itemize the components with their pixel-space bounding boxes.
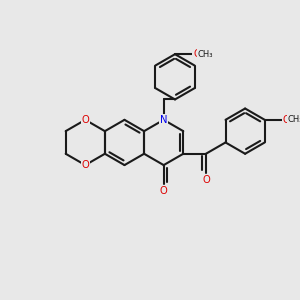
Text: CH₃: CH₃ — [198, 50, 213, 59]
Text: O: O — [202, 175, 210, 184]
Text: CH₃: CH₃ — [287, 115, 300, 124]
Text: O: O — [283, 115, 291, 125]
Text: O: O — [193, 49, 201, 59]
Text: N: N — [160, 115, 167, 125]
Text: O: O — [81, 115, 89, 125]
Text: O: O — [160, 186, 168, 196]
Text: O: O — [81, 160, 89, 170]
